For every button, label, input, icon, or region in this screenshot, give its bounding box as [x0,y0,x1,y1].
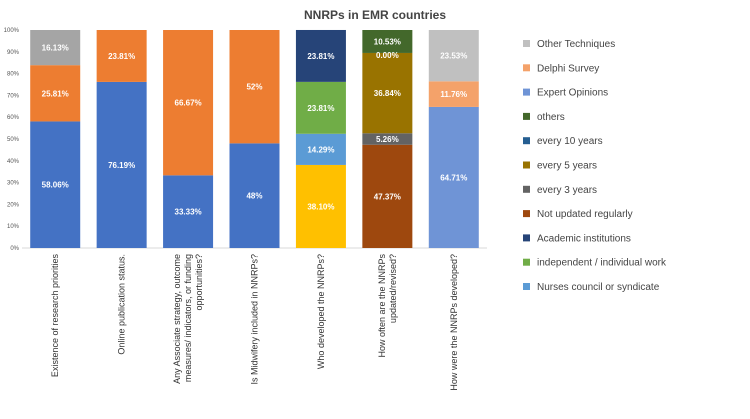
data-label: 47.37% [374,192,401,201]
bar-segment [30,65,81,122]
data-label: 11.76% [440,90,467,99]
data-label: 0.00% [376,51,399,60]
y-tick-label: 30% [7,181,20,187]
y-tick-label: 70% [7,93,20,99]
bar-segment [96,30,147,82]
legend-swatch [523,64,530,72]
category-label-line: Online publication status. [117,254,127,355]
bar-segment [362,144,413,248]
data-label: 76.19% [108,161,135,170]
category-label: Online publication status. [117,254,127,355]
category-label: Is Midwifery included in NNRPs? [250,254,260,385]
bar-segment [428,81,479,107]
category-label-line: How often are the NNRPs [377,254,387,358]
bars: 58.06% 25.81% 16.13% 76.19% 23.81% 33.33% 66.6… [30,29,479,249]
data-label: 64.71% [440,173,467,182]
data-label: 14.29% [307,145,334,154]
bar-segment [30,121,81,248]
legend-label: Not updated regularly [537,209,633,220]
legend-label: Delphi Survey [537,63,599,74]
bar-segment [163,30,214,176]
data-label: 23.81% [108,52,135,61]
legend-swatch [523,210,530,218]
legend-swatch [523,137,530,145]
data-label: 25.81% [42,89,69,98]
category-label: Existence of research priorities [50,254,60,378]
data-label: 66.67% [175,99,202,108]
category-label: Any Associate strategy, outcomemeasures/… [172,254,204,384]
y-tick-label: 60% [7,115,20,121]
data-label: 23.53% [440,52,467,61]
legend-label: Academic institutions [537,233,631,244]
y-tick-label: 20% [7,202,20,208]
bar-segment [229,30,280,144]
bar-segment [229,143,280,248]
data-label: 23.81% [307,104,334,113]
legend-swatch [523,258,530,266]
y-tick-label: 90% [7,50,20,56]
y-tick-label: 0% [10,246,19,252]
bar-segment [295,133,346,165]
bar-segment [295,164,346,248]
data-label: 58.06% [42,181,69,190]
legend-label: Expert Opinions [537,88,608,99]
bar-segment [295,81,346,134]
legend: Other Techniques Delphi Survey Expert Opin… [523,39,667,293]
y-tick-label: 10% [7,224,20,230]
legend-label: Nurses council or syndicate [537,282,660,293]
legend-label: Other Techniques [537,39,615,50]
data-label: 16.13% [42,44,69,53]
legend-label: others [537,112,565,123]
legend-swatch [523,40,530,47]
category-label: How often are the NNRPsupdated/revised? [377,254,398,358]
x-axis-category-labels: Existence of research priorities Online p… [50,254,459,391]
data-label: 38.10% [307,202,334,211]
legend-swatch [523,88,530,96]
data-label: 36.84% [374,89,401,98]
category-label-line: opportunities? [194,254,204,311]
data-label: 33.33% [175,208,202,217]
legend-swatch [523,185,530,193]
category-label-line: updated/revised? [388,254,398,323]
y-tick-label: 40% [7,159,20,165]
bar-segment [428,30,479,82]
data-label: 5.26% [376,135,399,144]
legend-label: every 3 years [537,185,597,196]
bar-segment [362,30,413,53]
data-label: 23.81% [307,52,334,61]
legend-swatch [523,234,530,242]
legend-label: every 5 years [537,161,597,172]
category-label-line: Existence of research priorities [50,254,60,378]
bar-segment [362,52,413,134]
category-label-line: How were the NNRPs developed? [449,254,459,391]
legend-swatch [523,283,530,290]
y-tick-label: 50% [7,137,20,143]
data-label: 10.53% [374,37,401,46]
y-tick-label: 80% [7,72,20,78]
bar-segment [96,81,147,249]
bar-segment [163,175,214,248]
legend-swatch [523,161,530,169]
category-label-line: Any Associate strategy, outcome [172,254,182,384]
bar-segment [30,30,81,66]
category-label-line: measures/ indicators, or funding [183,254,193,382]
legend-label: every 10 years [537,136,603,147]
legend-label: independent / individual work [537,258,667,269]
data-label: 52% [246,83,262,92]
bar-segment [428,106,479,249]
y-tick-label: 100% [4,28,20,34]
category-label: Who developed the NNRPs? [316,254,326,369]
category-label-line: Who developed the NNRPs? [316,254,326,369]
bar-segment [295,29,346,82]
category-label: How were the NNRPs developed? [449,254,459,391]
chart-title: NNRPs in EMR countries [304,8,446,22]
bar-segment [362,133,413,145]
data-label: 48% [246,192,262,201]
category-label-line: Is Midwifery included in NNRPs? [250,254,260,385]
legend-swatch [523,112,530,120]
